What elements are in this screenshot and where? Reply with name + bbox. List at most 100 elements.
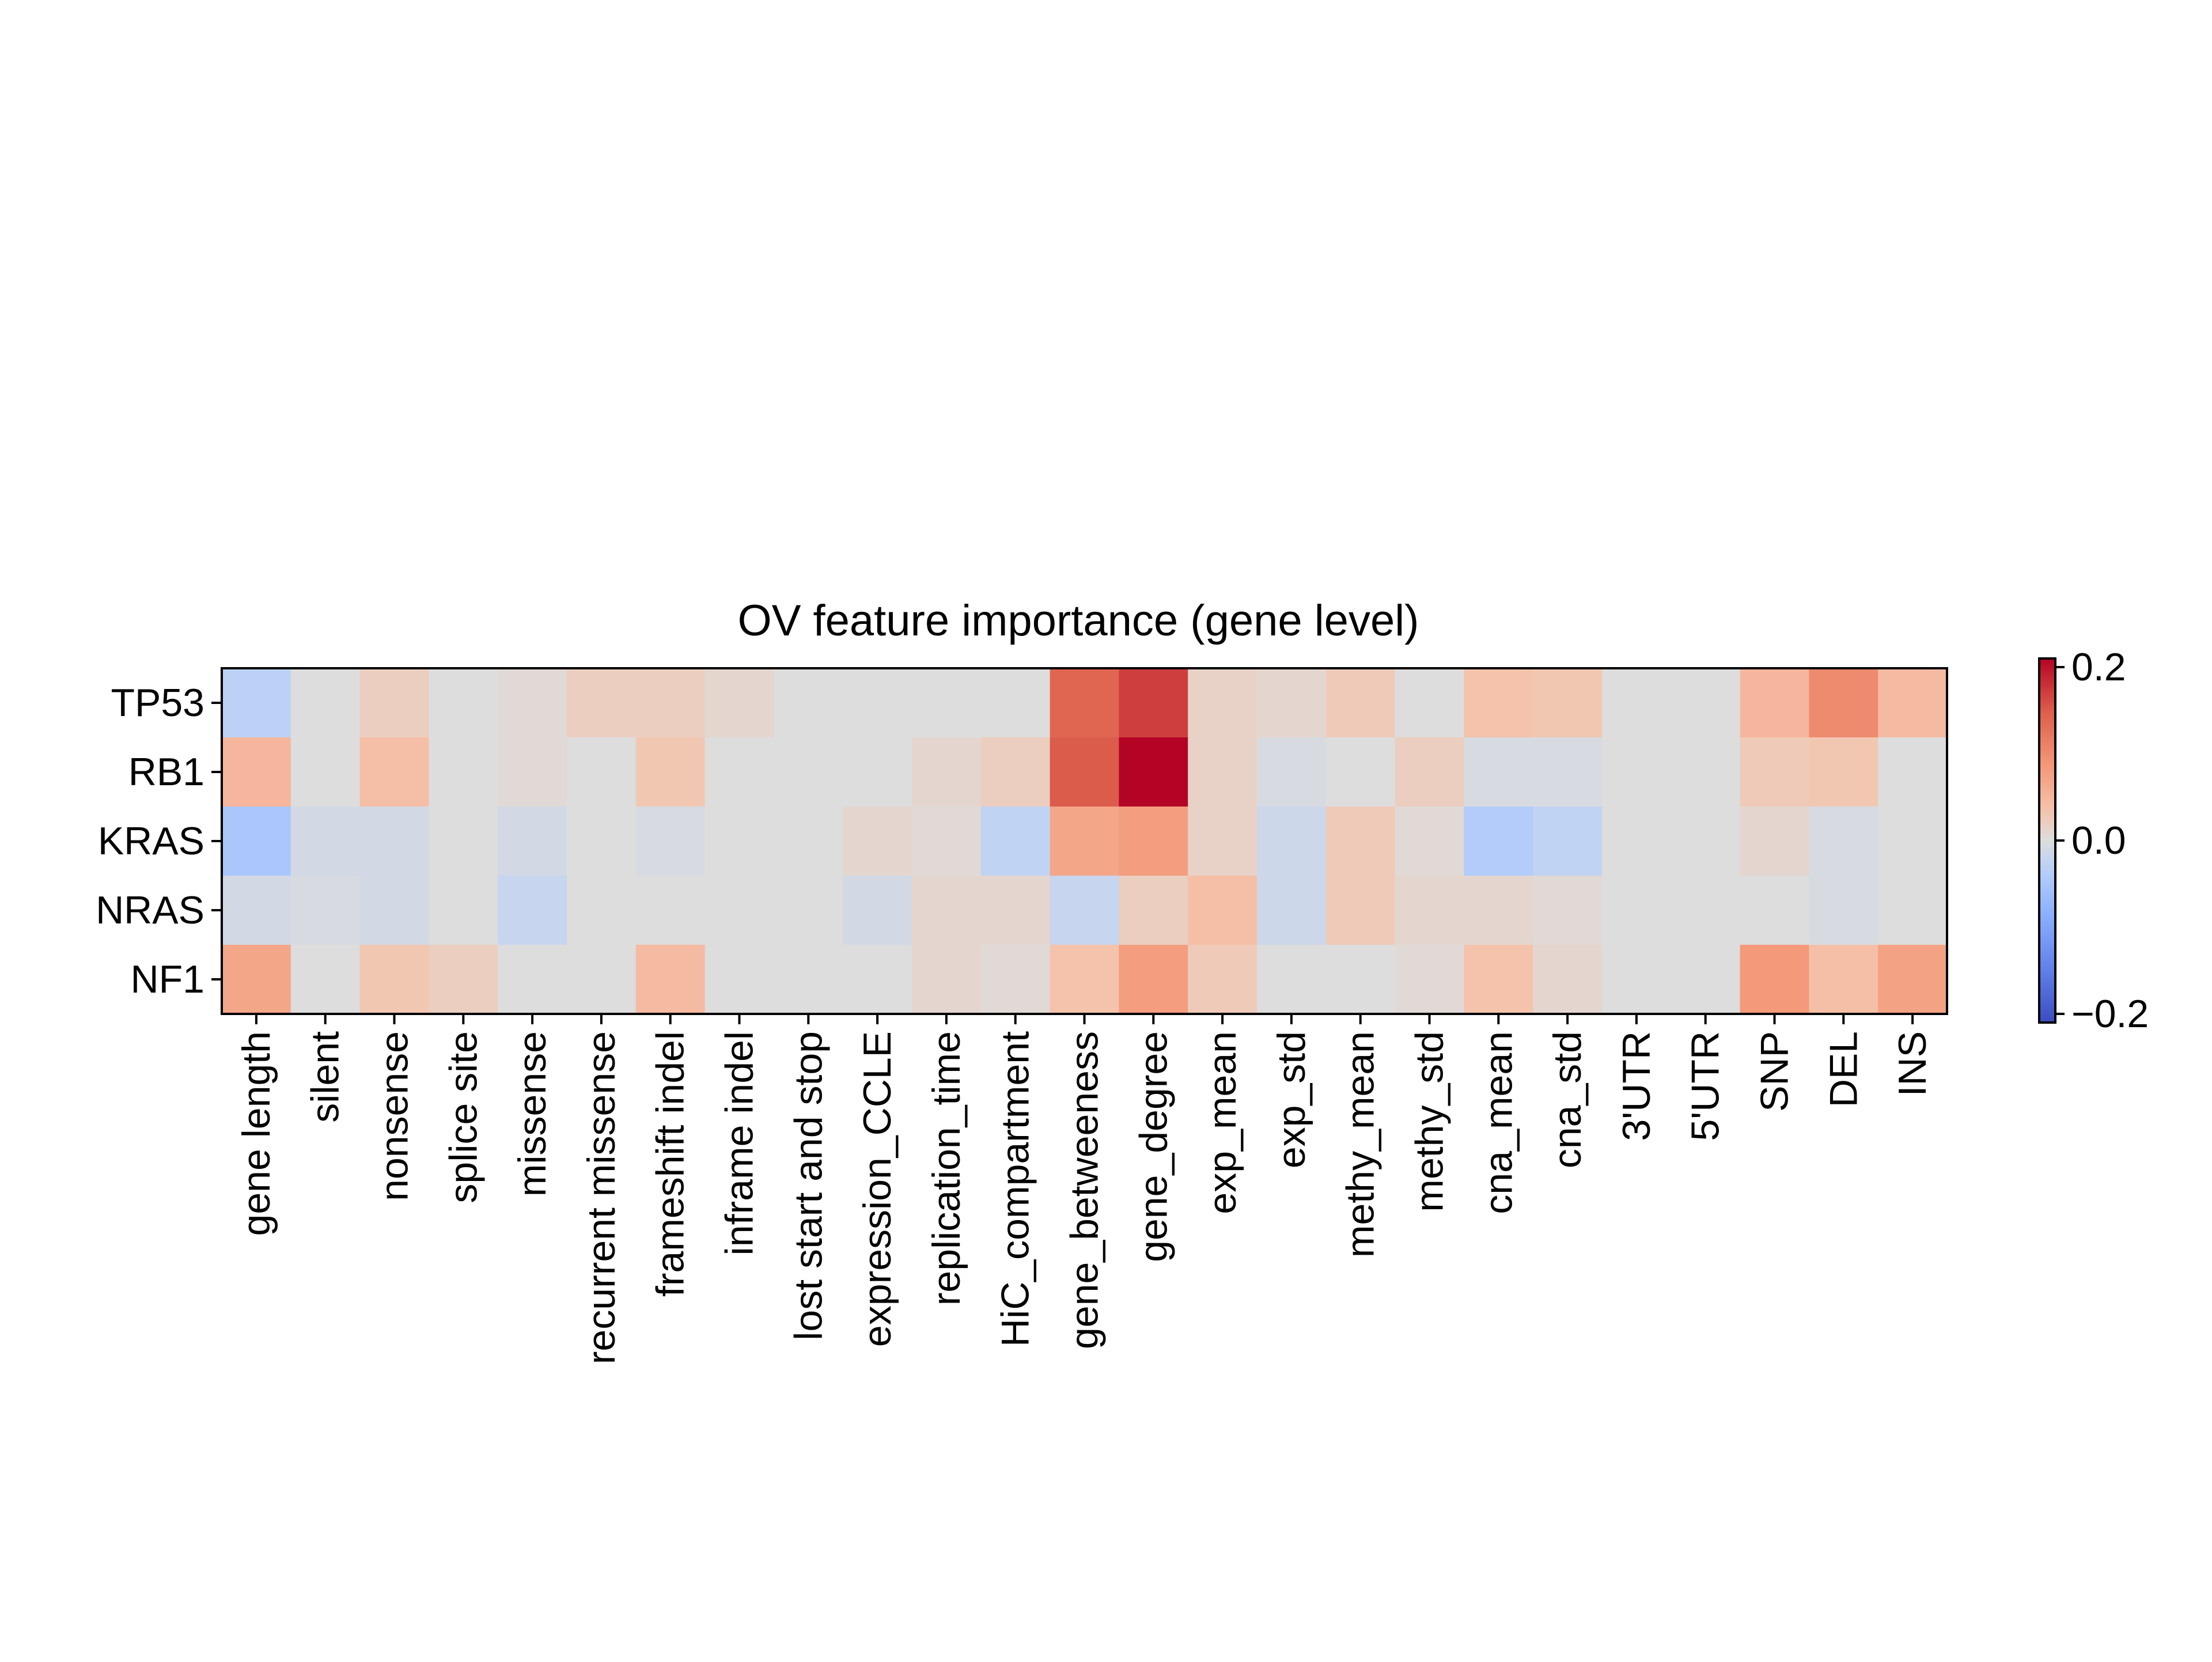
heatmap-cell bbox=[1809, 737, 1878, 807]
heatmap-cell bbox=[429, 737, 498, 807]
heatmap-cell bbox=[704, 737, 774, 807]
heatmap-cell bbox=[704, 807, 774, 876]
heatmap-cell bbox=[429, 807, 498, 876]
heatmap-cell bbox=[774, 668, 843, 738]
column-label: silent bbox=[304, 1031, 347, 1123]
heatmap-cell bbox=[980, 945, 1051, 1014]
heatmap-cell bbox=[1878, 945, 1948, 1014]
heatmap-cell bbox=[1188, 807, 1257, 876]
heatmap-cell bbox=[1188, 668, 1257, 738]
column-label: missense bbox=[510, 1031, 554, 1197]
colorbar-tick-label: 0.2 bbox=[2071, 645, 2126, 689]
heatmap-cell bbox=[1395, 945, 1464, 1014]
heatmap-cell bbox=[1878, 876, 1948, 945]
heatmap-cell bbox=[290, 668, 361, 738]
heatmap-cell bbox=[290, 807, 361, 876]
column-label: gene_degree bbox=[1131, 1031, 1175, 1262]
column-label: exp_mean bbox=[1200, 1031, 1244, 1214]
heatmap-cell bbox=[359, 668, 429, 738]
heatmap-cell bbox=[1464, 737, 1533, 807]
column-label: gene_betweeness bbox=[1063, 1031, 1107, 1349]
heatmap-cell bbox=[635, 945, 706, 1014]
heatmap-cell bbox=[359, 945, 429, 1014]
heatmap-cell bbox=[980, 737, 1051, 807]
heatmap-cell bbox=[912, 945, 982, 1014]
column-label: inframe indel bbox=[718, 1031, 762, 1255]
heatmap-cell bbox=[1395, 876, 1464, 945]
heatmap-cell bbox=[1050, 945, 1119, 1014]
heatmap-cell bbox=[567, 668, 637, 738]
heatmap-cell bbox=[980, 668, 1051, 738]
heatmap-cell bbox=[1257, 945, 1327, 1014]
heatmap-cell bbox=[567, 945, 637, 1014]
heatmap-cell bbox=[843, 807, 912, 876]
heatmap-cell bbox=[1119, 807, 1188, 876]
column-label: splice site bbox=[441, 1031, 485, 1203]
heatmap-cell bbox=[1050, 876, 1119, 945]
heatmap-cell bbox=[1671, 807, 1741, 876]
heatmap-cell bbox=[1602, 807, 1672, 876]
heatmap-cell bbox=[1740, 668, 1809, 738]
heatmap-cell bbox=[1188, 737, 1257, 807]
heatmap-cell bbox=[498, 668, 567, 738]
heatmap-cell bbox=[1464, 668, 1533, 738]
heatmap-cell bbox=[1325, 945, 1396, 1014]
heatmap-cell bbox=[567, 737, 637, 807]
heatmap-cell bbox=[1119, 737, 1188, 807]
heatmap-cell bbox=[1602, 945, 1672, 1014]
heatmap-cell bbox=[1878, 737, 1948, 807]
column-label: exp_std bbox=[1270, 1031, 1313, 1168]
heatmap-cell bbox=[704, 945, 774, 1014]
heatmap-cell bbox=[1119, 945, 1188, 1014]
heatmap-cell bbox=[1325, 876, 1396, 945]
heatmap-cell bbox=[1602, 876, 1672, 945]
heatmap-cell bbox=[1740, 807, 1809, 876]
heatmap-cell bbox=[1602, 668, 1672, 738]
heatmap-cell bbox=[1395, 737, 1464, 807]
column-label: frameshift indel bbox=[649, 1031, 692, 1297]
heatmap-cell bbox=[980, 807, 1051, 876]
colorbar-tick-label: 0.0 bbox=[2071, 819, 2126, 862]
heatmap-cell bbox=[1325, 737, 1396, 807]
chart-title: OV feature importance (gene level) bbox=[738, 596, 1419, 645]
heatmap-cell bbox=[843, 737, 912, 807]
column-label: 3'UTR bbox=[1615, 1031, 1658, 1141]
colorbar bbox=[2038, 657, 2056, 1024]
heatmap-cell bbox=[1809, 945, 1878, 1014]
heatmap-cell bbox=[1533, 668, 1603, 738]
heatmap-cell bbox=[498, 807, 567, 876]
column-label: SNP bbox=[1753, 1031, 1797, 1112]
column-label: gene length bbox=[234, 1031, 278, 1236]
heatmap-cell bbox=[222, 737, 291, 807]
heatmap-cell bbox=[1671, 876, 1741, 945]
heatmap-cell bbox=[912, 807, 982, 876]
heatmap-cell bbox=[290, 876, 361, 945]
column-label: recurrent missense bbox=[579, 1031, 623, 1364]
heatmap-cell bbox=[843, 945, 912, 1014]
column-label: 5'UTR bbox=[1684, 1031, 1728, 1141]
heatmap-cell bbox=[843, 876, 912, 945]
heatmap-cell bbox=[1257, 737, 1327, 807]
heatmap-cell bbox=[1395, 807, 1464, 876]
heatmap-cell bbox=[774, 876, 843, 945]
heatmap-cell bbox=[222, 945, 291, 1014]
heatmap-cell bbox=[498, 737, 567, 807]
heatmap-cell bbox=[1464, 807, 1533, 876]
heatmap-cell bbox=[1050, 737, 1119, 807]
column-label: methy_mean bbox=[1339, 1031, 1382, 1258]
heatmap-cell bbox=[774, 945, 843, 1014]
heatmap-cell bbox=[1050, 668, 1119, 738]
heatmap-cell bbox=[635, 807, 706, 876]
heatmap-cell bbox=[1257, 668, 1327, 738]
heatmap-cell bbox=[498, 876, 567, 945]
row-label: NRAS bbox=[96, 888, 204, 932]
heatmap-cell bbox=[1395, 668, 1464, 738]
heatmap-cell bbox=[1809, 807, 1878, 876]
heatmap-cell bbox=[1257, 807, 1327, 876]
heatmap-cell bbox=[1050, 807, 1119, 876]
heatmap-cell bbox=[912, 876, 982, 945]
heatmap-cell bbox=[1533, 876, 1603, 945]
heatmap-cell bbox=[1188, 945, 1257, 1014]
heatmap-cell bbox=[1671, 945, 1741, 1014]
